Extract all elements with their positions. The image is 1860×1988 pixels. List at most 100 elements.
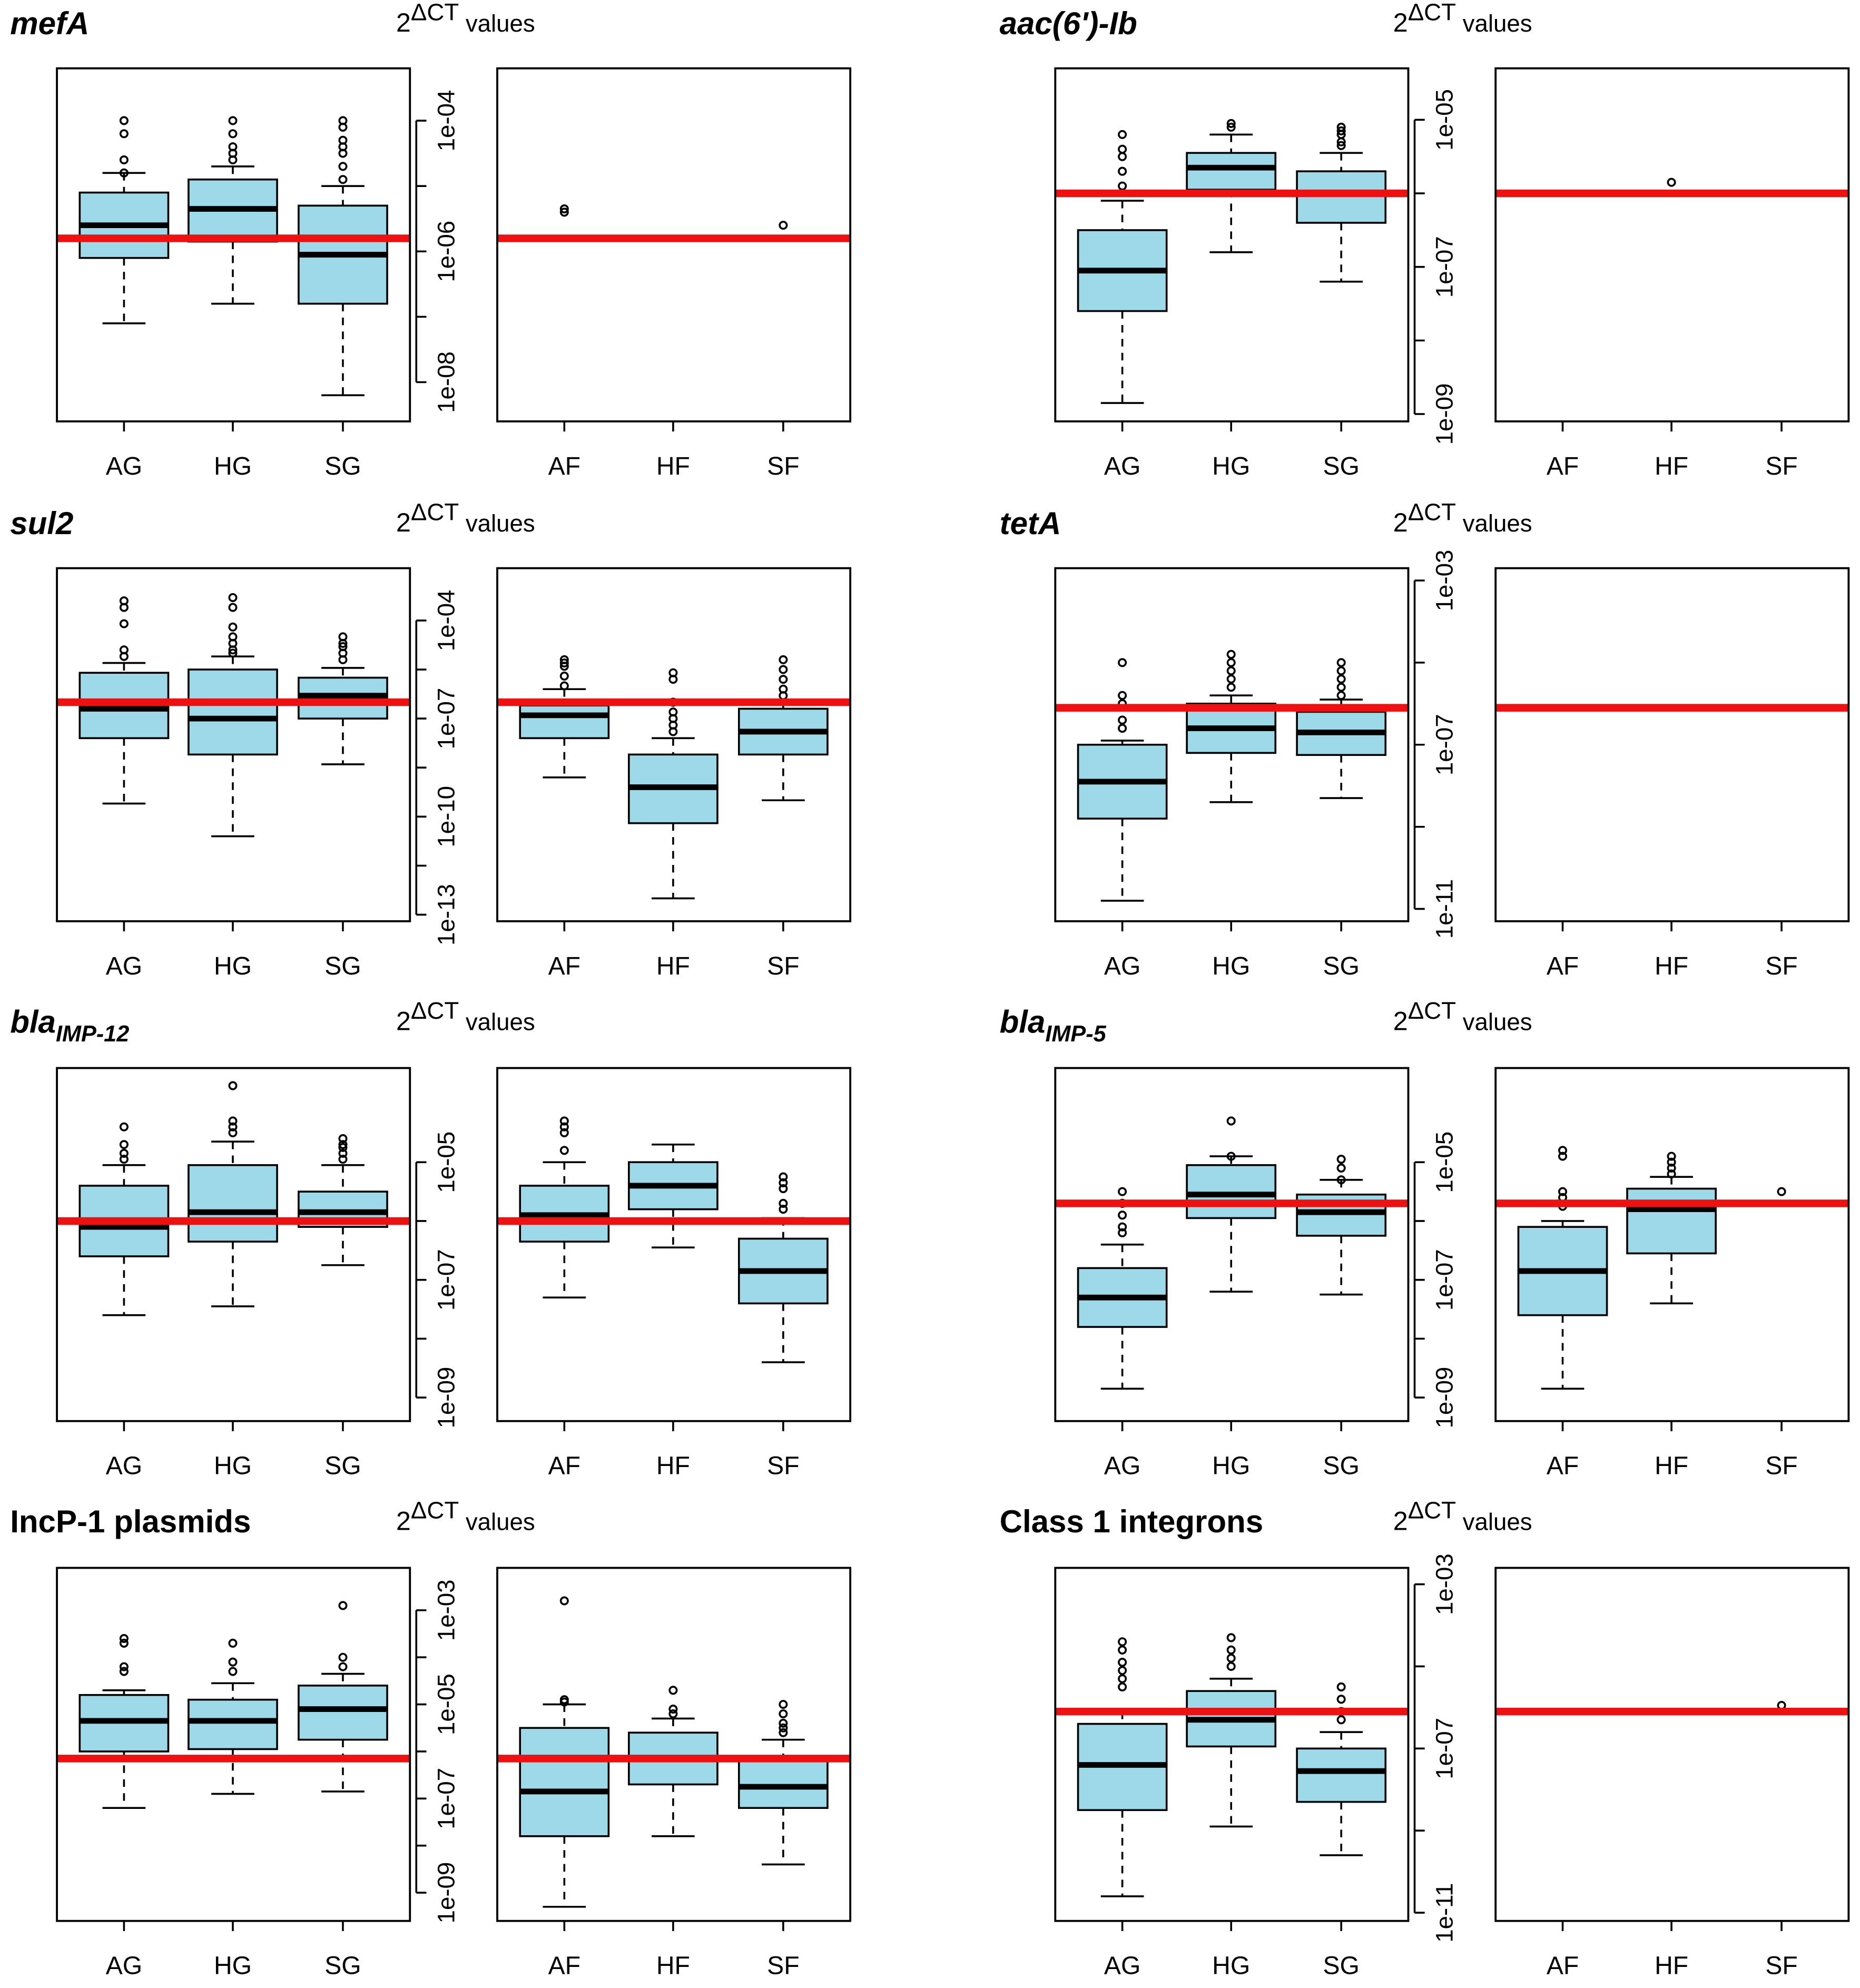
x-tick-label-SF: SF [767, 1952, 799, 1980]
left-subplot: AG HG SG [1054, 1567, 1410, 1980]
x-tick-label-HF: HF [1655, 452, 1688, 480]
outlier-point [559, 671, 569, 681]
iqr-box [188, 1698, 278, 1750]
y-tick-label: 1e-09 [432, 1862, 459, 1924]
box-HF [1626, 1152, 1717, 1305]
y-tick-label: 1e-11 [1431, 1883, 1458, 1942]
outlier-point [228, 648, 238, 658]
iqr-box [1296, 1747, 1387, 1803]
data-point [1667, 178, 1676, 187]
x-tick-label-SF: SF [767, 952, 799, 980]
x-tick-label-HG: HG [1212, 952, 1250, 980]
outlier-point [119, 1148, 129, 1158]
outlier-point [228, 116, 238, 125]
x-tick-label-AF: AF [1547, 452, 1579, 480]
box-AF [1517, 1146, 1608, 1390]
right-subplot: AF HF SF [1494, 1567, 1850, 1980]
outlier-point [779, 1184, 788, 1194]
iqr-box [737, 1757, 829, 1809]
x-tick-label-SG: SG [1323, 1452, 1359, 1480]
chart-title: mefA [10, 6, 89, 41]
iqr-box [1186, 1164, 1277, 1219]
right-subplot: AF HF SF [1494, 67, 1850, 480]
outlier-point [119, 619, 129, 628]
iqr-box [519, 704, 610, 740]
outlier-point [1226, 1116, 1236, 1126]
outlier-point [1118, 181, 1127, 191]
outlier-point [1118, 658, 1127, 667]
outlier-point [559, 1122, 569, 1131]
outlier-point [119, 1638, 129, 1648]
x-tick-label-HG: HG [1212, 452, 1250, 480]
outlier-point [668, 1686, 678, 1695]
right-subplot: AF HF SF [496, 1067, 852, 1480]
plot-frame [1494, 1567, 1850, 1922]
outlier-point [1336, 126, 1346, 135]
outlier-point [228, 593, 238, 603]
x-tick-label-SF: SF [767, 1452, 799, 1480]
box-SF [737, 1700, 829, 1866]
y-axis: 1e-09 1e-07 1e-05 [1413, 1131, 1458, 1428]
outlier-point [119, 1667, 129, 1676]
left-subplot: AG HG SG [1054, 567, 1410, 980]
data-point [1777, 1187, 1786, 1196]
outlier-point [1226, 683, 1236, 692]
y-axis-label: 2ΔCT values [396, 498, 535, 537]
box-SG [298, 1601, 388, 1793]
outlier-point [779, 1178, 788, 1187]
iqr-box [1186, 152, 1277, 191]
outlier-point [779, 1205, 788, 1214]
outlier-point [1667, 1157, 1676, 1167]
x-tick-label-SF: SF [1765, 1952, 1797, 1980]
x-tick-label-HF: HF [656, 1452, 690, 1480]
outlier-point [1336, 141, 1346, 150]
outlier-point [228, 1638, 238, 1648]
y-tick-label: 1e-09 [432, 1367, 459, 1429]
outlier-point [1226, 1152, 1236, 1161]
outlier-point [1226, 649, 1236, 659]
box-HG [1186, 1116, 1277, 1293]
chart-title: blaIMP-12 [10, 1004, 129, 1047]
outlier-point [1118, 1228, 1127, 1237]
plot-frame [496, 1567, 852, 1922]
outlier-point [668, 1705, 678, 1714]
box-SF [737, 1172, 829, 1363]
right-subplot: AF HF SF [496, 567, 852, 980]
outlier-point [1118, 1637, 1127, 1647]
x-tick-label-AG: AG [1104, 1452, 1140, 1480]
outlier-point [228, 622, 238, 632]
y-axis: 1e-09 1e-07 1e-05 [415, 1131, 459, 1429]
outlier-point [119, 603, 129, 612]
box-SG [1296, 1682, 1387, 1856]
x-tick-label-AG: AG [1104, 952, 1140, 980]
outlier-point [1226, 1633, 1236, 1642]
right-subplot: AF HF SF [1494, 1067, 1850, 1480]
box-HF [628, 1143, 719, 1249]
outlier-point [559, 1128, 569, 1137]
x-tick-label-SF: SF [1765, 452, 1797, 480]
x-tick-label-AG: AG [1104, 452, 1140, 480]
outlier-point [338, 1140, 348, 1149]
y-axis: 1e-13 1e-10 1e-07 1e-04 [415, 590, 459, 946]
x-tick-label-AF: AF [1547, 1452, 1579, 1480]
box-AG [1077, 1637, 1168, 1897]
outlier-point [779, 665, 788, 674]
box-HF [1667, 178, 1676, 187]
outlier-point [779, 1723, 788, 1733]
y-tick-label: 1e-13 [432, 884, 459, 946]
outlier-point [228, 155, 238, 165]
outlier-point [119, 1633, 129, 1643]
x-tick-label-AG: AG [106, 1952, 142, 1980]
outlier-point [1118, 166, 1127, 176]
outlier-point [1226, 658, 1236, 667]
outlier-point [559, 1116, 569, 1126]
outlier-point [779, 1728, 788, 1737]
box-AF [519, 655, 610, 779]
y-axis-label: 2ΔCT values [1393, 498, 1532, 537]
outlier-point [1667, 1163, 1676, 1173]
